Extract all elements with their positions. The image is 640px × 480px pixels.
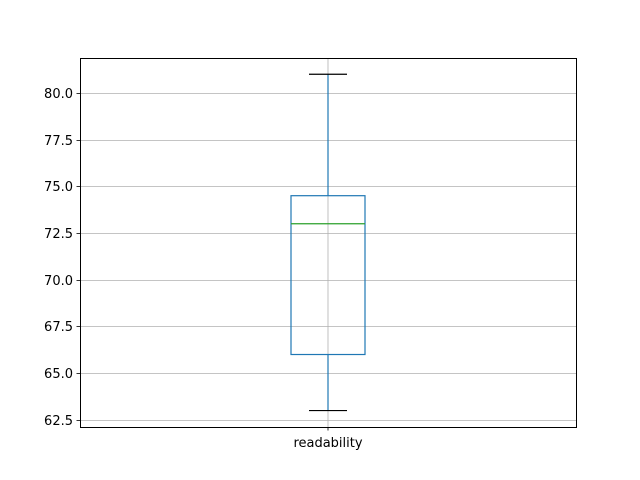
y-tick-label: 62.5 [44, 414, 73, 429]
y-tick-label: 72.5 [44, 227, 73, 242]
x-axis: readability [293, 427, 363, 451]
y-tick-label: 77.5 [44, 134, 73, 149]
y-axis: 62.5 65.0 67.5 70.0 72.5 75.0 77.5 80.0 [44, 87, 80, 429]
x-tick-label: readability [293, 436, 362, 451]
y-tick-label: 75.0 [44, 180, 73, 195]
boxes [290, 73, 366, 412]
y-tick-label: 67.5 [44, 320, 73, 335]
axes-frame [80, 58, 577, 428]
y-tick-label: 80.0 [44, 87, 73, 102]
y-tick-label: 65.0 [44, 367, 73, 382]
y-tick-label: 70.0 [44, 274, 73, 289]
box-iqr [290, 195, 366, 356]
